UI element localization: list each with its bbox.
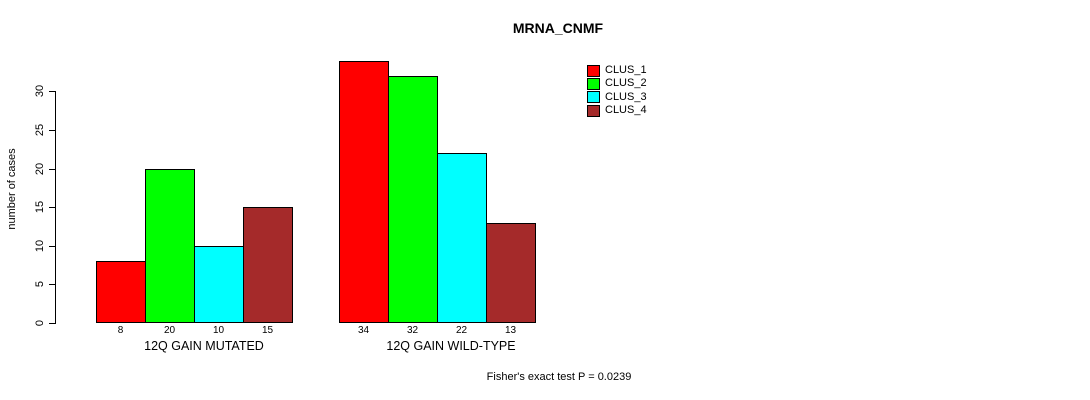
bar-value-label: 15 <box>261 325 274 336</box>
legend-item-clus_2: CLUS_2 <box>587 77 647 90</box>
legend-item-clus_3: CLUS_3 <box>587 91 647 104</box>
y-tick <box>49 91 55 92</box>
legend-item-clus_4: CLUS_4 <box>587 104 647 117</box>
y-tick <box>49 169 55 170</box>
bar-value-label: 13 <box>504 325 517 336</box>
y-tick <box>49 207 55 208</box>
chart-title: MRNA_CNMF <box>512 20 604 36</box>
y-tick-label: 10 <box>34 239 46 253</box>
legend: CLUS_1 CLUS_2 CLUS_3 CLUS_4 <box>587 64 647 117</box>
bar-value-label: 32 <box>406 325 419 336</box>
bar-clus_1 <box>96 261 146 323</box>
legend-item-clus_1: CLUS_1 <box>587 64 647 77</box>
bar-clus_3 <box>437 153 487 323</box>
bar-value-label: 8 <box>117 325 124 336</box>
bar-clus_2 <box>145 169 195 323</box>
stat-test-note: Fisher's exact test P = 0.0239 <box>486 371 632 383</box>
bar-clus_4 <box>486 223 536 323</box>
y-tick <box>49 284 55 285</box>
legend-item-label: CLUS_2 <box>605 77 647 90</box>
y-tick <box>49 323 55 324</box>
y-tick-label: 30 <box>34 84 46 98</box>
bar-value-label: 20 <box>163 325 176 336</box>
bar-clus_3 <box>194 246 244 323</box>
legend-item-label: CLUS_3 <box>605 90 647 103</box>
bar-clus_1 <box>339 61 389 323</box>
y-tick-label: 25 <box>34 123 46 137</box>
bar-clus_2 <box>388 76 438 323</box>
y-axis-line <box>55 91 56 324</box>
y-tick-label: 20 <box>34 162 46 176</box>
legend-swatch-icon <box>587 91 600 104</box>
category-label: 12Q GAIN MUTATED <box>144 339 264 353</box>
legend-item-label: CLUS_4 <box>605 104 647 117</box>
y-tick <box>49 130 55 131</box>
legend-item-label: CLUS_1 <box>605 64 647 77</box>
legend-swatch-icon <box>587 64 600 77</box>
bar-value-label: 10 <box>212 325 225 336</box>
y-tick-label: 15 <box>34 200 46 214</box>
y-tick-label: 5 <box>34 280 46 288</box>
bar-clus_4 <box>243 207 293 323</box>
bar-value-label: 22 <box>455 325 468 336</box>
y-axis-label: number of cases <box>6 148 18 230</box>
legend-swatch-icon <box>587 77 600 90</box>
bar-value-label: 34 <box>357 325 370 336</box>
y-tick-label: 0 <box>34 319 46 327</box>
y-tick <box>49 246 55 247</box>
category-label: 12Q GAIN WILD-TYPE <box>386 339 516 353</box>
legend-swatch-icon <box>587 104 600 117</box>
